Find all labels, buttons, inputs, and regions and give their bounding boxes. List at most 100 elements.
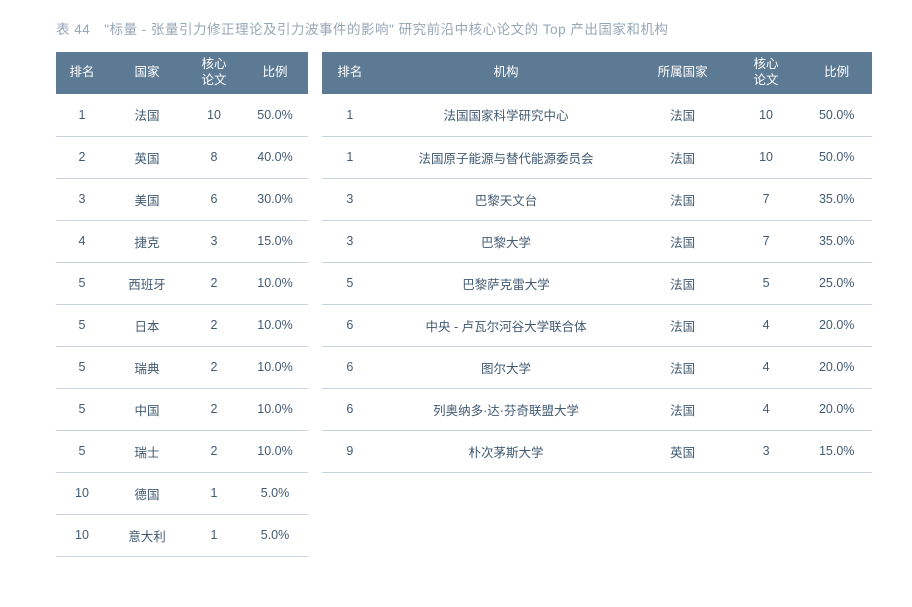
table-cell: 30.0% <box>242 178 308 220</box>
table-cell: 3 <box>731 430 802 472</box>
table-cell: 6 <box>322 388 378 430</box>
table-row: 1法国国家科学研究中心法国1050.0% <box>322 94 872 136</box>
table-cell: 2 <box>186 388 242 430</box>
right-col-country: 所属国家 <box>634 52 730 94</box>
table-row: 4捷克315.0% <box>56 220 308 262</box>
table-cell: 10.0% <box>242 304 308 346</box>
table-cell: 法国 <box>634 262 730 304</box>
table-cell: 3 <box>56 178 108 220</box>
table-cell: 50.0% <box>801 136 872 178</box>
table-row: 5日本210.0% <box>56 304 308 346</box>
table-cell: 15.0% <box>242 220 308 262</box>
table-cell: 25.0% <box>801 262 872 304</box>
left-table-body: 1法国1050.0%2英国840.0%3美国630.0%4捷克315.0%5西班… <box>56 94 308 556</box>
right-table-body: 1法国国家科学研究中心法国1050.0%1法国原子能源与替代能源委员会法国105… <box>322 94 872 472</box>
table-cell: 4 <box>731 304 802 346</box>
table-row: 6列奥纳多·达·芬奇联盟大学法国420.0% <box>322 388 872 430</box>
table-cell: 法国 <box>634 136 730 178</box>
table-cell: 图尔大学 <box>378 346 635 388</box>
table-cell: 50.0% <box>801 94 872 136</box>
table-cell: 2 <box>56 136 108 178</box>
right-col-rank: 排名 <box>322 52 378 94</box>
table-cell: 英国 <box>108 136 186 178</box>
table-row: 5瑞士210.0% <box>56 430 308 472</box>
table-row: 10意大利15.0% <box>56 514 308 556</box>
right-institutions-table: 排名 机构 所属国家 核心论文 比例 1法国国家科学研究中心法国1050.0%1… <box>322 52 872 473</box>
table-cell: 7 <box>731 178 802 220</box>
table-cell: 法国 <box>634 178 730 220</box>
table-cell: 10 <box>731 136 802 178</box>
table-cell: 5.0% <box>242 472 308 514</box>
right-col-ratio: 比例 <box>801 52 872 94</box>
table-cell: 15.0% <box>801 430 872 472</box>
table-cell: 德国 <box>108 472 186 514</box>
table-cell: 1 <box>322 94 378 136</box>
table-row: 5中国210.0% <box>56 388 308 430</box>
table-cell: 法国国家科学研究中心 <box>378 94 635 136</box>
table-cell: 10 <box>56 472 108 514</box>
table-cell: 10.0% <box>242 388 308 430</box>
table-cell: 捷克 <box>108 220 186 262</box>
table-cell: 美国 <box>108 178 186 220</box>
right-table-head: 排名 机构 所属国家 核心论文 比例 <box>322 52 872 94</box>
table-cell: 10.0% <box>242 430 308 472</box>
left-col-country: 国家 <box>108 52 186 94</box>
table-cell: 中国 <box>108 388 186 430</box>
table-cell: 1 <box>186 472 242 514</box>
table-cell: 5 <box>56 388 108 430</box>
table-cell: 巴黎萨克雷大学 <box>378 262 635 304</box>
table-cell: 7 <box>731 220 802 262</box>
table-cell: 巴黎天文台 <box>378 178 635 220</box>
table-cell: 3 <box>186 220 242 262</box>
table-cell: 2 <box>186 304 242 346</box>
left-col-ratio: 比例 <box>242 52 308 94</box>
table-cell: 西班牙 <box>108 262 186 304</box>
table-cell: 5 <box>56 346 108 388</box>
table-cell: 法国原子能源与替代能源委员会 <box>378 136 635 178</box>
table-row: 2英国840.0% <box>56 136 308 178</box>
table-cell: 意大利 <box>108 514 186 556</box>
table-cell: 瑞典 <box>108 346 186 388</box>
table-cell: 20.0% <box>801 388 872 430</box>
table-row: 3巴黎大学法国735.0% <box>322 220 872 262</box>
table-row: 3美国630.0% <box>56 178 308 220</box>
table-row: 9朴次茅斯大学英国315.0% <box>322 430 872 472</box>
table-cell: 英国 <box>634 430 730 472</box>
table-cell: 法国 <box>634 94 730 136</box>
table-cell: 3 <box>322 178 378 220</box>
table-cell: 1 <box>56 94 108 136</box>
table-cell: 20.0% <box>801 304 872 346</box>
tables-container: 排名 国家 核心论文 比例 1法国1050.0%2英国840.0%3美国630.… <box>56 52 872 557</box>
table-cell: 4 <box>731 388 802 430</box>
table-cell: 5 <box>56 304 108 346</box>
table-cell: 法国 <box>634 346 730 388</box>
table-cell: 10 <box>731 94 802 136</box>
table-cell: 9 <box>322 430 378 472</box>
table-row: 3巴黎天文台法国735.0% <box>322 178 872 220</box>
left-countries-table: 排名 国家 核心论文 比例 1法国1050.0%2英国840.0%3美国630.… <box>56 52 308 557</box>
table-cell: 1 <box>322 136 378 178</box>
table-row: 5瑞典210.0% <box>56 346 308 388</box>
table-row: 5巴黎萨克雷大学法国525.0% <box>322 262 872 304</box>
table-row: 1法国1050.0% <box>56 94 308 136</box>
table-cell: 4 <box>56 220 108 262</box>
table-cell: 巴黎大学 <box>378 220 635 262</box>
table-cell: 10.0% <box>242 262 308 304</box>
left-table-head: 排名 国家 核心论文 比例 <box>56 52 308 94</box>
table-cell: 列奥纳多·达·芬奇联盟大学 <box>378 388 635 430</box>
table-cell: 2 <box>186 262 242 304</box>
table-cell: 8 <box>186 136 242 178</box>
table-cell: 3 <box>322 220 378 262</box>
table-cell: 日本 <box>108 304 186 346</box>
table-cell: 5 <box>731 262 802 304</box>
table-cell: 5 <box>56 262 108 304</box>
table-cell: 35.0% <box>801 220 872 262</box>
table-cell: 法国 <box>634 220 730 262</box>
table-cell: 10 <box>56 514 108 556</box>
table-cell: 6 <box>322 304 378 346</box>
table-cell: 6 <box>186 178 242 220</box>
table-cell: 5 <box>56 430 108 472</box>
table-cell: 40.0% <box>242 136 308 178</box>
table-cell: 瑞士 <box>108 430 186 472</box>
table-row: 10德国15.0% <box>56 472 308 514</box>
